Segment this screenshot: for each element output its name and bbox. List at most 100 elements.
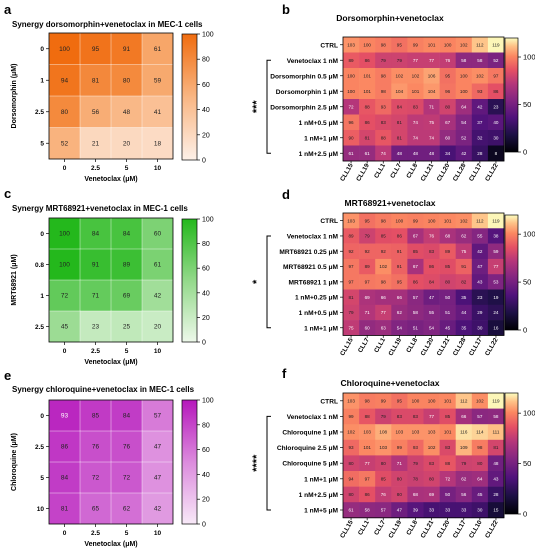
heatmap-cell	[423, 258, 440, 275]
cell-value: 43	[477, 279, 483, 284]
cell-value: 41	[154, 109, 162, 116]
column-label: CLL17	[468, 336, 484, 357]
heatmap-cell	[359, 228, 376, 244]
cell-value: 100	[460, 89, 468, 94]
panel-letter: b	[282, 2, 290, 17]
cell-value: 84	[92, 231, 100, 238]
cell-value: 99	[413, 218, 419, 223]
cell-value: 95	[397, 42, 403, 47]
colorbar-tick-label: 0	[523, 326, 527, 335]
cell-value: 37	[477, 120, 483, 125]
cell-value: 75	[429, 120, 435, 125]
cell-value: 100	[59, 262, 70, 269]
cell-value: 23	[477, 295, 483, 300]
colorbar-tick-label: 100	[523, 409, 535, 418]
heatmap-cell	[487, 424, 505, 441]
cell-value: 93	[61, 413, 69, 420]
cell-value: 58	[493, 414, 499, 419]
heatmap-cell	[471, 439, 489, 456]
heatmap-cell	[343, 99, 360, 115]
heatmap-cell	[141, 127, 174, 160]
heatmap-cell	[343, 455, 360, 472]
cell-value: 65	[92, 506, 100, 513]
cell-value: 81	[92, 77, 100, 84]
cell-value: 85	[445, 414, 451, 419]
cell-value: 42	[477, 104, 483, 109]
heatmap-cell	[487, 258, 505, 275]
heatmap-cell	[471, 274, 489, 290]
heatmap-cell	[110, 399, 143, 432]
heatmap-cell	[343, 213, 360, 229]
cell-value: 114	[476, 430, 484, 435]
heatmap-cell	[439, 274, 456, 290]
cell-value: 67	[445, 120, 451, 125]
cell-value: 74	[429, 135, 435, 140]
heatmap-cell	[343, 486, 360, 503]
heatmap-cell	[141, 64, 174, 97]
cell-value: 15	[493, 508, 499, 513]
cell-value: 100	[59, 46, 70, 53]
cell-value: 81	[348, 295, 354, 300]
cell-value: 56	[461, 492, 467, 497]
cell-value: 72	[61, 293, 69, 300]
cell-value: 8	[495, 151, 498, 156]
colorbar	[181, 218, 198, 343]
cell-value: 97	[493, 73, 499, 78]
cell-value: 88	[365, 104, 371, 109]
heatmap-cell	[439, 393, 456, 409]
colorbar-tick-label: 100	[202, 32, 214, 39]
heatmap-cell	[471, 37, 489, 53]
heatmap-cell	[375, 228, 392, 244]
y-axis-label: MRT68921 (μM)	[11, 254, 18, 305]
heatmap-cell	[407, 439, 424, 456]
heatmap-cell	[471, 130, 489, 146]
heatmap-cell	[141, 95, 174, 128]
heatmap-cell	[471, 289, 489, 306]
heatmap-cell	[471, 52, 489, 69]
heatmap-cell	[455, 130, 473, 146]
cell-value: 23	[92, 324, 100, 331]
cell-value: 112	[476, 218, 484, 223]
y-axis-label: Dorsomorphin (μM)	[11, 64, 18, 129]
cell-value: 93	[413, 445, 419, 450]
heatmap-cell	[359, 393, 376, 409]
heatmap-cell	[343, 502, 360, 519]
cell-value: 58	[413, 310, 419, 315]
cell-value: 86	[365, 58, 371, 63]
cell-value: 79	[348, 310, 354, 315]
heatmap-cell	[439, 228, 456, 244]
cell-value: 75	[461, 249, 467, 254]
heatmap-cell	[407, 424, 424, 441]
cell-value: 101	[363, 445, 371, 450]
panel-letter: d	[282, 187, 290, 202]
heatmap-cell	[141, 430, 174, 463]
heatmap-cell	[391, 320, 408, 336]
cell-value: 91	[397, 249, 403, 254]
heatmap-cell	[391, 393, 408, 409]
heatmap-cell	[487, 320, 505, 336]
cell-value: 42	[477, 249, 483, 254]
heatmap-cell	[439, 439, 456, 456]
cell-value: 86	[397, 234, 403, 239]
cell-value: 89	[365, 264, 371, 269]
cell-value: 98	[381, 42, 387, 47]
cell-value: 103	[396, 430, 404, 435]
cell-value: 103	[412, 430, 420, 435]
cell-value: 45	[61, 324, 69, 331]
heatmap-cell	[141, 461, 174, 494]
heatmap-cell	[375, 408, 392, 425]
cell-value: 25	[123, 324, 131, 331]
cell-value: 54	[397, 325, 403, 330]
heatmap-cell	[455, 99, 473, 115]
heatmap-cell	[487, 52, 505, 69]
cell-value: 85	[413, 249, 419, 254]
heatmap-cell	[487, 455, 505, 472]
heatmap-cell	[375, 502, 392, 519]
heatmap-cell	[487, 213, 505, 229]
heatmap-frame	[342, 36, 505, 162]
cell-value: 101	[412, 89, 420, 94]
heatmap-cell	[423, 274, 440, 290]
cell-value: 45	[477, 492, 483, 497]
cell-value: 55	[429, 310, 435, 315]
heatmap-cell	[48, 248, 81, 281]
